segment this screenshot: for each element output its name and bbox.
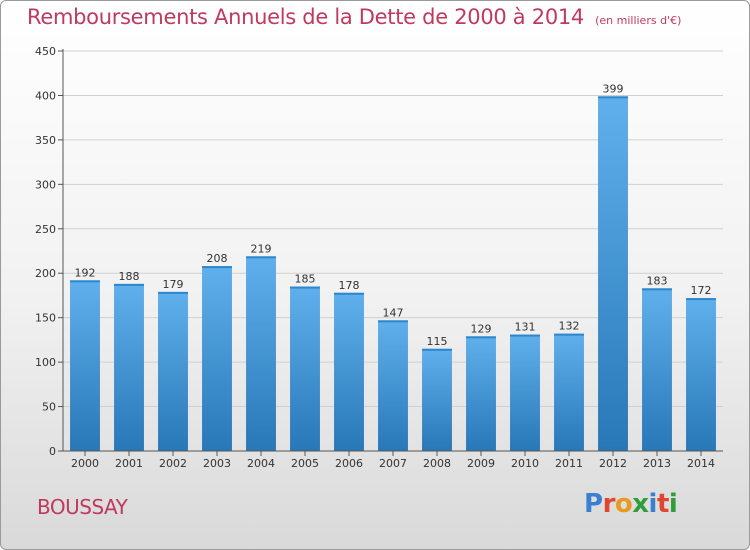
bar-value-label: 131	[515, 321, 536, 334]
logo-letter: o	[614, 489, 633, 519]
bar-top-edge	[598, 96, 628, 99]
y-tick-label: 400	[35, 89, 56, 102]
y-tick-label: 50	[42, 401, 56, 414]
bar-value-label: 192	[75, 266, 96, 279]
commune-name: BOUSSAY	[37, 495, 128, 519]
bar-top-edge	[466, 336, 496, 339]
bar-top-edge	[334, 292, 364, 295]
bar	[510, 334, 540, 451]
y-tick-label: 250	[35, 223, 56, 236]
bar-top-edge	[290, 286, 320, 289]
bars: 192 188 179 208 219 185 178 147 115 129 131 132 399 1…	[70, 82, 716, 451]
bar-top-edge	[202, 266, 232, 269]
x-tick-label: 2012	[599, 457, 627, 470]
bar-value-label: 147	[383, 306, 404, 319]
bar	[246, 256, 276, 451]
axes: 0 50 100 150 200 250 300 350 400 450 2000 2001 2002 2…	[35, 45, 723, 470]
logo-letter: i	[668, 489, 678, 519]
logo-letter: r	[602, 489, 616, 519]
bar-value-label: 188	[119, 270, 140, 283]
bar	[334, 292, 364, 451]
x-tick-label: 2008	[423, 457, 451, 470]
chart-title: Remboursements Annuels de la Dette de 20…	[27, 5, 584, 29]
x-tick-label: 2011	[555, 457, 583, 470]
bar	[554, 333, 584, 451]
logo-letter: P	[584, 489, 603, 519]
bar	[422, 348, 452, 451]
x-tick-label: 2002	[159, 457, 187, 470]
bar	[466, 336, 496, 451]
x-tick-label: 2004	[247, 457, 275, 470]
bar-value-label: 129	[471, 322, 492, 335]
bar-value-label: 178	[339, 279, 360, 292]
chart-unit: (en milliers d'€)	[595, 14, 682, 27]
y-tick-label: 350	[35, 134, 56, 147]
bar-value-label: 132	[559, 320, 580, 333]
bar	[686, 298, 716, 451]
logo-letter: i	[648, 489, 658, 519]
title-row: Remboursements Annuels de la Dette de 20…	[27, 5, 681, 29]
bar-top-edge	[70, 280, 100, 283]
bar	[114, 283, 144, 451]
bar	[642, 288, 672, 451]
x-tick-label: 2014	[687, 457, 715, 470]
bar-top-edge	[686, 298, 716, 301]
x-tick-label: 2006	[335, 457, 363, 470]
bar-top-edge	[378, 320, 408, 323]
x-tick-label: 2009	[467, 457, 495, 470]
bar	[378, 320, 408, 451]
x-tick-label: 2000	[71, 457, 99, 470]
bar-top-edge	[422, 348, 452, 351]
y-tick-label: 0	[49, 445, 56, 458]
y-tick-label: 300	[35, 178, 56, 191]
bar-top-edge	[642, 288, 672, 291]
bar-value-label: 208	[207, 252, 228, 265]
y-tick-label: 150	[35, 312, 56, 325]
bar-top-edge	[510, 334, 540, 337]
bar-top-edge	[114, 283, 144, 286]
logo-letter: t	[656, 489, 669, 519]
y-tick-label: 450	[35, 45, 56, 58]
x-tick-label: 2003	[203, 457, 231, 470]
bar	[202, 266, 232, 451]
bar-top-edge	[246, 256, 276, 259]
bar	[598, 96, 628, 451]
x-tick-label: 2010	[511, 457, 539, 470]
bar-value-label: 183	[647, 274, 668, 287]
x-tick-label: 2001	[115, 457, 143, 470]
bar-top-edge	[554, 333, 584, 336]
bar	[158, 291, 188, 451]
bar-value-label: 172	[691, 284, 712, 297]
y-tick-label: 100	[35, 356, 56, 369]
bar-value-label: 185	[295, 273, 316, 286]
bar-value-label: 115	[427, 335, 448, 348]
bar-value-label: 219	[251, 242, 272, 255]
proxiti-logo: Proxiti	[584, 489, 678, 519]
x-tick-label: 2007	[379, 457, 407, 470]
x-tick-label: 2013	[643, 457, 671, 470]
bar	[70, 280, 100, 451]
logo-letter: x	[632, 489, 649, 519]
x-tick-label: 2005	[291, 457, 319, 470]
bar-value-label: 399	[603, 82, 624, 95]
y-tick-label: 200	[35, 267, 56, 280]
bar-value-label: 179	[163, 278, 184, 291]
bar	[290, 286, 320, 451]
bar-top-edge	[158, 291, 188, 294]
